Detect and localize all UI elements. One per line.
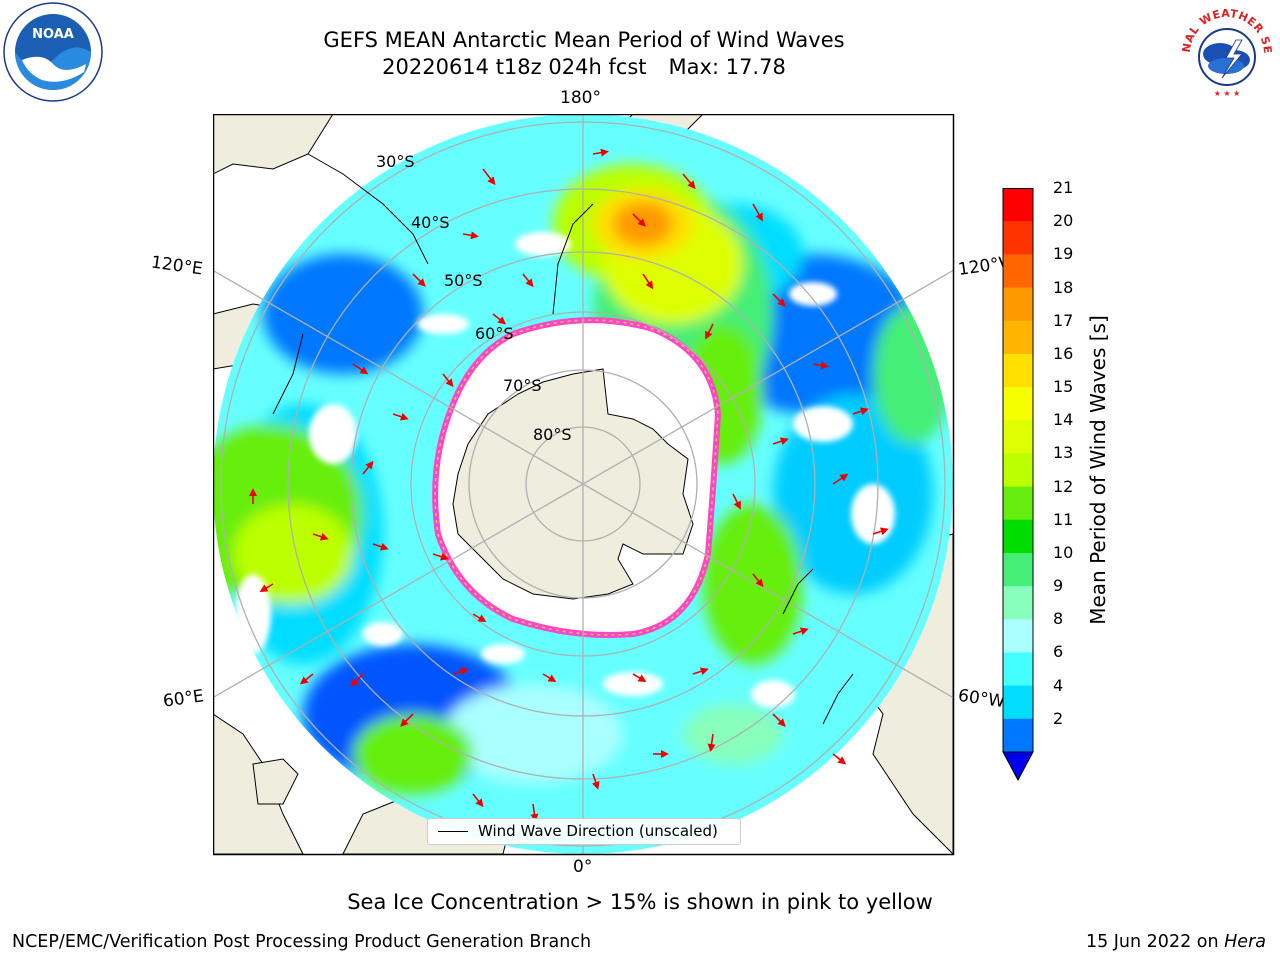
footer-date-text: 15 Jun 2022 on [1085,932,1225,952]
colorbar-tick-label: 20 [1053,211,1074,231]
colorbar-band [1003,420,1033,454]
polar-map [213,114,955,856]
noaa-logo: NOAA [3,2,103,102]
wind-wave-arrows [249,148,889,822]
colorbar-tick-label: 12 [1053,476,1074,496]
colorbar-band [1003,287,1033,322]
colorbar-tick-label: 4 [1053,675,1064,695]
colorbar-band [1003,586,1033,620]
map-subtitle: 20220614 t18z 024h fcst Max: 17.78 [0,54,1168,81]
colorbar-frame [1002,188,1034,753]
colorbar-band [1003,353,1033,388]
colorbar-extend-arrow [1002,751,1034,782]
colorbar-band [1003,685,1033,720]
colorbar-band [1003,320,1033,355]
sea-ice-caption: Sea Ice Concentration > 15% is shown in … [347,890,933,914]
colorbar-tick-label: 15 [1053,377,1074,397]
colorbar-band [1003,486,1033,521]
lon-label-180: 180° [560,88,601,108]
map-legend: Wind Wave Direction (unscaled) [427,818,741,845]
colorbar-tick-label: 11 [1053,509,1074,529]
lon-label-0: 0° [573,857,593,877]
colorbar-tick-label: 8 [1053,609,1064,629]
colorbar-band [1003,519,1033,554]
svg-text:★ ★ ★: ★ ★ ★ [1214,89,1241,98]
wave-field [213,114,953,854]
colorbar-band [1003,221,1033,255]
colorbar-tick-label: 13 [1053,443,1074,463]
nws-logo: NATIONAL WEATHER SERVICE ★ ★ ★ [1176,2,1274,99]
legend-label: Wind Wave Direction (unscaled) [478,822,718,840]
colorbar-tick-label: 14 [1053,410,1074,430]
lat-label-50s: 50°S [444,271,483,290]
colorbar-label: Mean Period of Wind Waves [s] [1086,315,1110,625]
colorbar-tick-label: 19 [1053,244,1074,264]
colorbar-tick-label: 21 [1053,178,1074,197]
legend-line [438,831,468,832]
lat-label-40s: 40°S [411,213,450,232]
colorbar [1002,188,1034,782]
colorbar-tick-label: 10 [1053,542,1074,562]
max-value: Max: 17.78 [668,55,786,79]
lat-label-80s: 80°S [533,425,572,444]
colorbar-band [1003,254,1033,288]
lat-label-70s: 70°S [503,376,542,395]
colorbar-tick-label: 6 [1053,642,1064,662]
lon-label-120e: 120°E [149,252,204,280]
colorbar-band [1003,652,1033,687]
lon-label-60e: 60°E [161,686,206,712]
map-title: GEFS MEAN Antarctic Mean Period of Wind … [323,28,845,52]
colorbar-band [1003,552,1033,587]
colorbar-tick-label: 17 [1053,310,1074,330]
map-frame [213,114,955,856]
colorbar-band [1003,619,1033,653]
footer-host: Hera [1224,932,1266,952]
colorbar-band [1003,387,1033,421]
footer-organization: NCEP/EMC/Verification Post Processing Pr… [12,932,592,952]
lat-label-30s: 30°S [376,152,415,171]
colorbar-band [1003,718,1033,753]
colorbar-tick-label: 9 [1053,576,1064,596]
colorbar-band [1003,453,1033,487]
lon-label-60w: 60°W [956,685,1007,713]
colorbar-tick-label: 2 [1053,708,1064,728]
lat-label-60s: 60°S [475,324,514,343]
colorbar-band [1003,188,1033,222]
colorbar-tick-label: 18 [1053,277,1074,297]
forecast-date: 20220614 t18z 024h fcst [382,55,647,79]
noaa-logo-text: NOAA [32,27,74,42]
antarctica [452,368,694,600]
footer-date: 15 Jun 2022 on Hera [1086,932,1266,952]
colorbar-tick-label: 16 [1053,343,1074,363]
